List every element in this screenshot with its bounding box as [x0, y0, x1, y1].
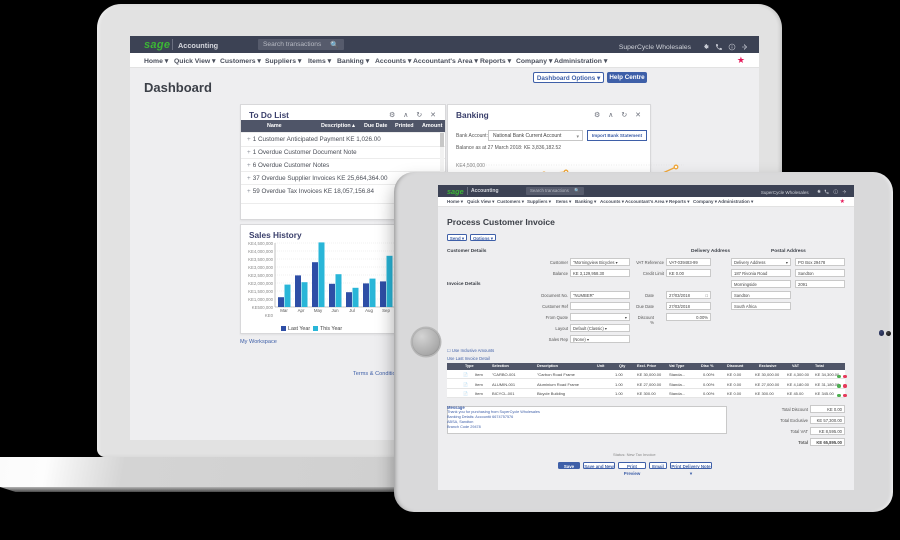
- svg-text:Sep: Sep: [382, 308, 390, 313]
- svg-text:KE3,000,000: KE3,000,000: [248, 265, 273, 270]
- svg-text:KE2,000,000: KE2,000,000: [248, 281, 273, 286]
- svg-text:KE1,000,000: KE1,000,000: [248, 297, 273, 302]
- svg-text:KE4,500,000: KE4,500,000: [248, 241, 273, 246]
- svg-text:Mar: Mar: [280, 308, 288, 313]
- svg-text:KE3,500,000: KE3,500,000: [248, 257, 273, 262]
- svg-text:KE4,000,000: KE4,000,000: [248, 249, 273, 254]
- svg-text:KE4,500,000: KE4,500,000: [456, 163, 485, 169]
- svg-text:Jul: Jul: [349, 308, 355, 313]
- svg-text:KE1,500,000: KE1,500,000: [248, 289, 273, 294]
- svg-text:Aug: Aug: [365, 308, 373, 313]
- svg-text:KE500,000: KE500,000: [252, 305, 274, 310]
- svg-text:KE0: KE0: [265, 313, 274, 318]
- svg-text:Jun: Jun: [331, 308, 339, 313]
- svg-text:KE2,500,000: KE2,500,000: [248, 273, 273, 278]
- svg-text:Apr: Apr: [298, 308, 305, 313]
- svg-text:May: May: [314, 308, 323, 313]
